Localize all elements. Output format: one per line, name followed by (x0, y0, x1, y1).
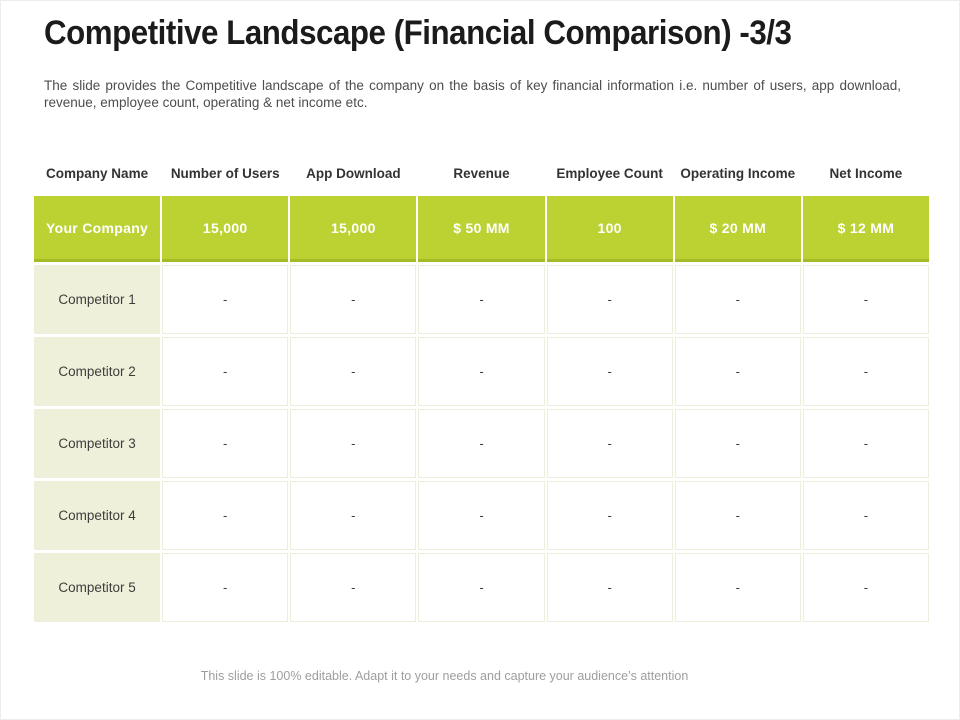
column-header-net-income: Net Income (829, 166, 903, 181)
data-cell: - (546, 337, 673, 406)
data-cell: - (418, 553, 545, 622)
data-cell: - (162, 553, 289, 622)
page-title: Competitive Landscape (Financial Compari… (44, 14, 792, 52)
data-cell: - (674, 409, 801, 478)
competitor-name-cell: Competitor 3 (34, 409, 161, 478)
data-cell: - (418, 337, 545, 406)
data-cell: - (290, 409, 417, 478)
financial-comparison-table: Company Name Number of Users App Downloa… (34, 153, 929, 622)
competitor-name-cell: Competitor 5 (34, 553, 161, 622)
column-header-number-of-users: Number of Users (170, 166, 280, 181)
data-cell: - (674, 265, 801, 334)
your-company-downloads-cell: 15,000 (290, 196, 417, 262)
data-cell: - (162, 337, 289, 406)
data-cell: - (802, 481, 929, 550)
data-cell: - (290, 265, 417, 334)
data-cell: - (162, 481, 289, 550)
your-company-employees-cell: 100 (546, 196, 673, 262)
column-header-operating-income: Operating Income (680, 166, 796, 181)
data-cell: - (802, 337, 929, 406)
data-cell: - (162, 409, 289, 478)
your-company-net-income-cell: $ 12 MM (802, 196, 929, 262)
data-cell: - (674, 481, 801, 550)
data-cell: - (674, 553, 801, 622)
data-cell: - (546, 265, 673, 334)
data-cell: - (546, 481, 673, 550)
column-header-app-download: App Download (306, 166, 401, 181)
competitor-name-cell: Competitor 2 (34, 337, 161, 406)
data-cell: - (418, 409, 545, 478)
data-cell: - (290, 481, 417, 550)
your-company-users-cell: 15,000 (162, 196, 289, 262)
data-cell: - (674, 337, 801, 406)
data-cell: - (162, 265, 289, 334)
data-cell: - (418, 481, 545, 550)
data-cell: - (290, 553, 417, 622)
editable-note: This slide is 100% editable. Adapt it to… (200, 669, 689, 683)
data-cell: - (418, 265, 545, 334)
column-header-company-name: Company Name (46, 166, 149, 181)
data-cell: - (290, 337, 417, 406)
data-cell: - (802, 553, 929, 622)
competitor-name-cell: Competitor 1 (34, 265, 161, 334)
slide-description: The slide provides the Competitive lands… (44, 78, 901, 110)
your-company-name-cell: Your Company (34, 196, 161, 262)
column-header-revenue: Revenue (453, 166, 510, 181)
data-cell: - (802, 409, 929, 478)
data-cell: - (546, 553, 673, 622)
your-company-operating-income-cell: $ 20 MM (674, 196, 801, 262)
data-cell: - (546, 409, 673, 478)
column-header-employee-count: Employee Count (556, 166, 663, 181)
competitor-name-cell: Competitor 4 (34, 481, 161, 550)
data-cell: - (802, 265, 929, 334)
your-company-revenue-cell: $ 50 MM (418, 196, 545, 262)
